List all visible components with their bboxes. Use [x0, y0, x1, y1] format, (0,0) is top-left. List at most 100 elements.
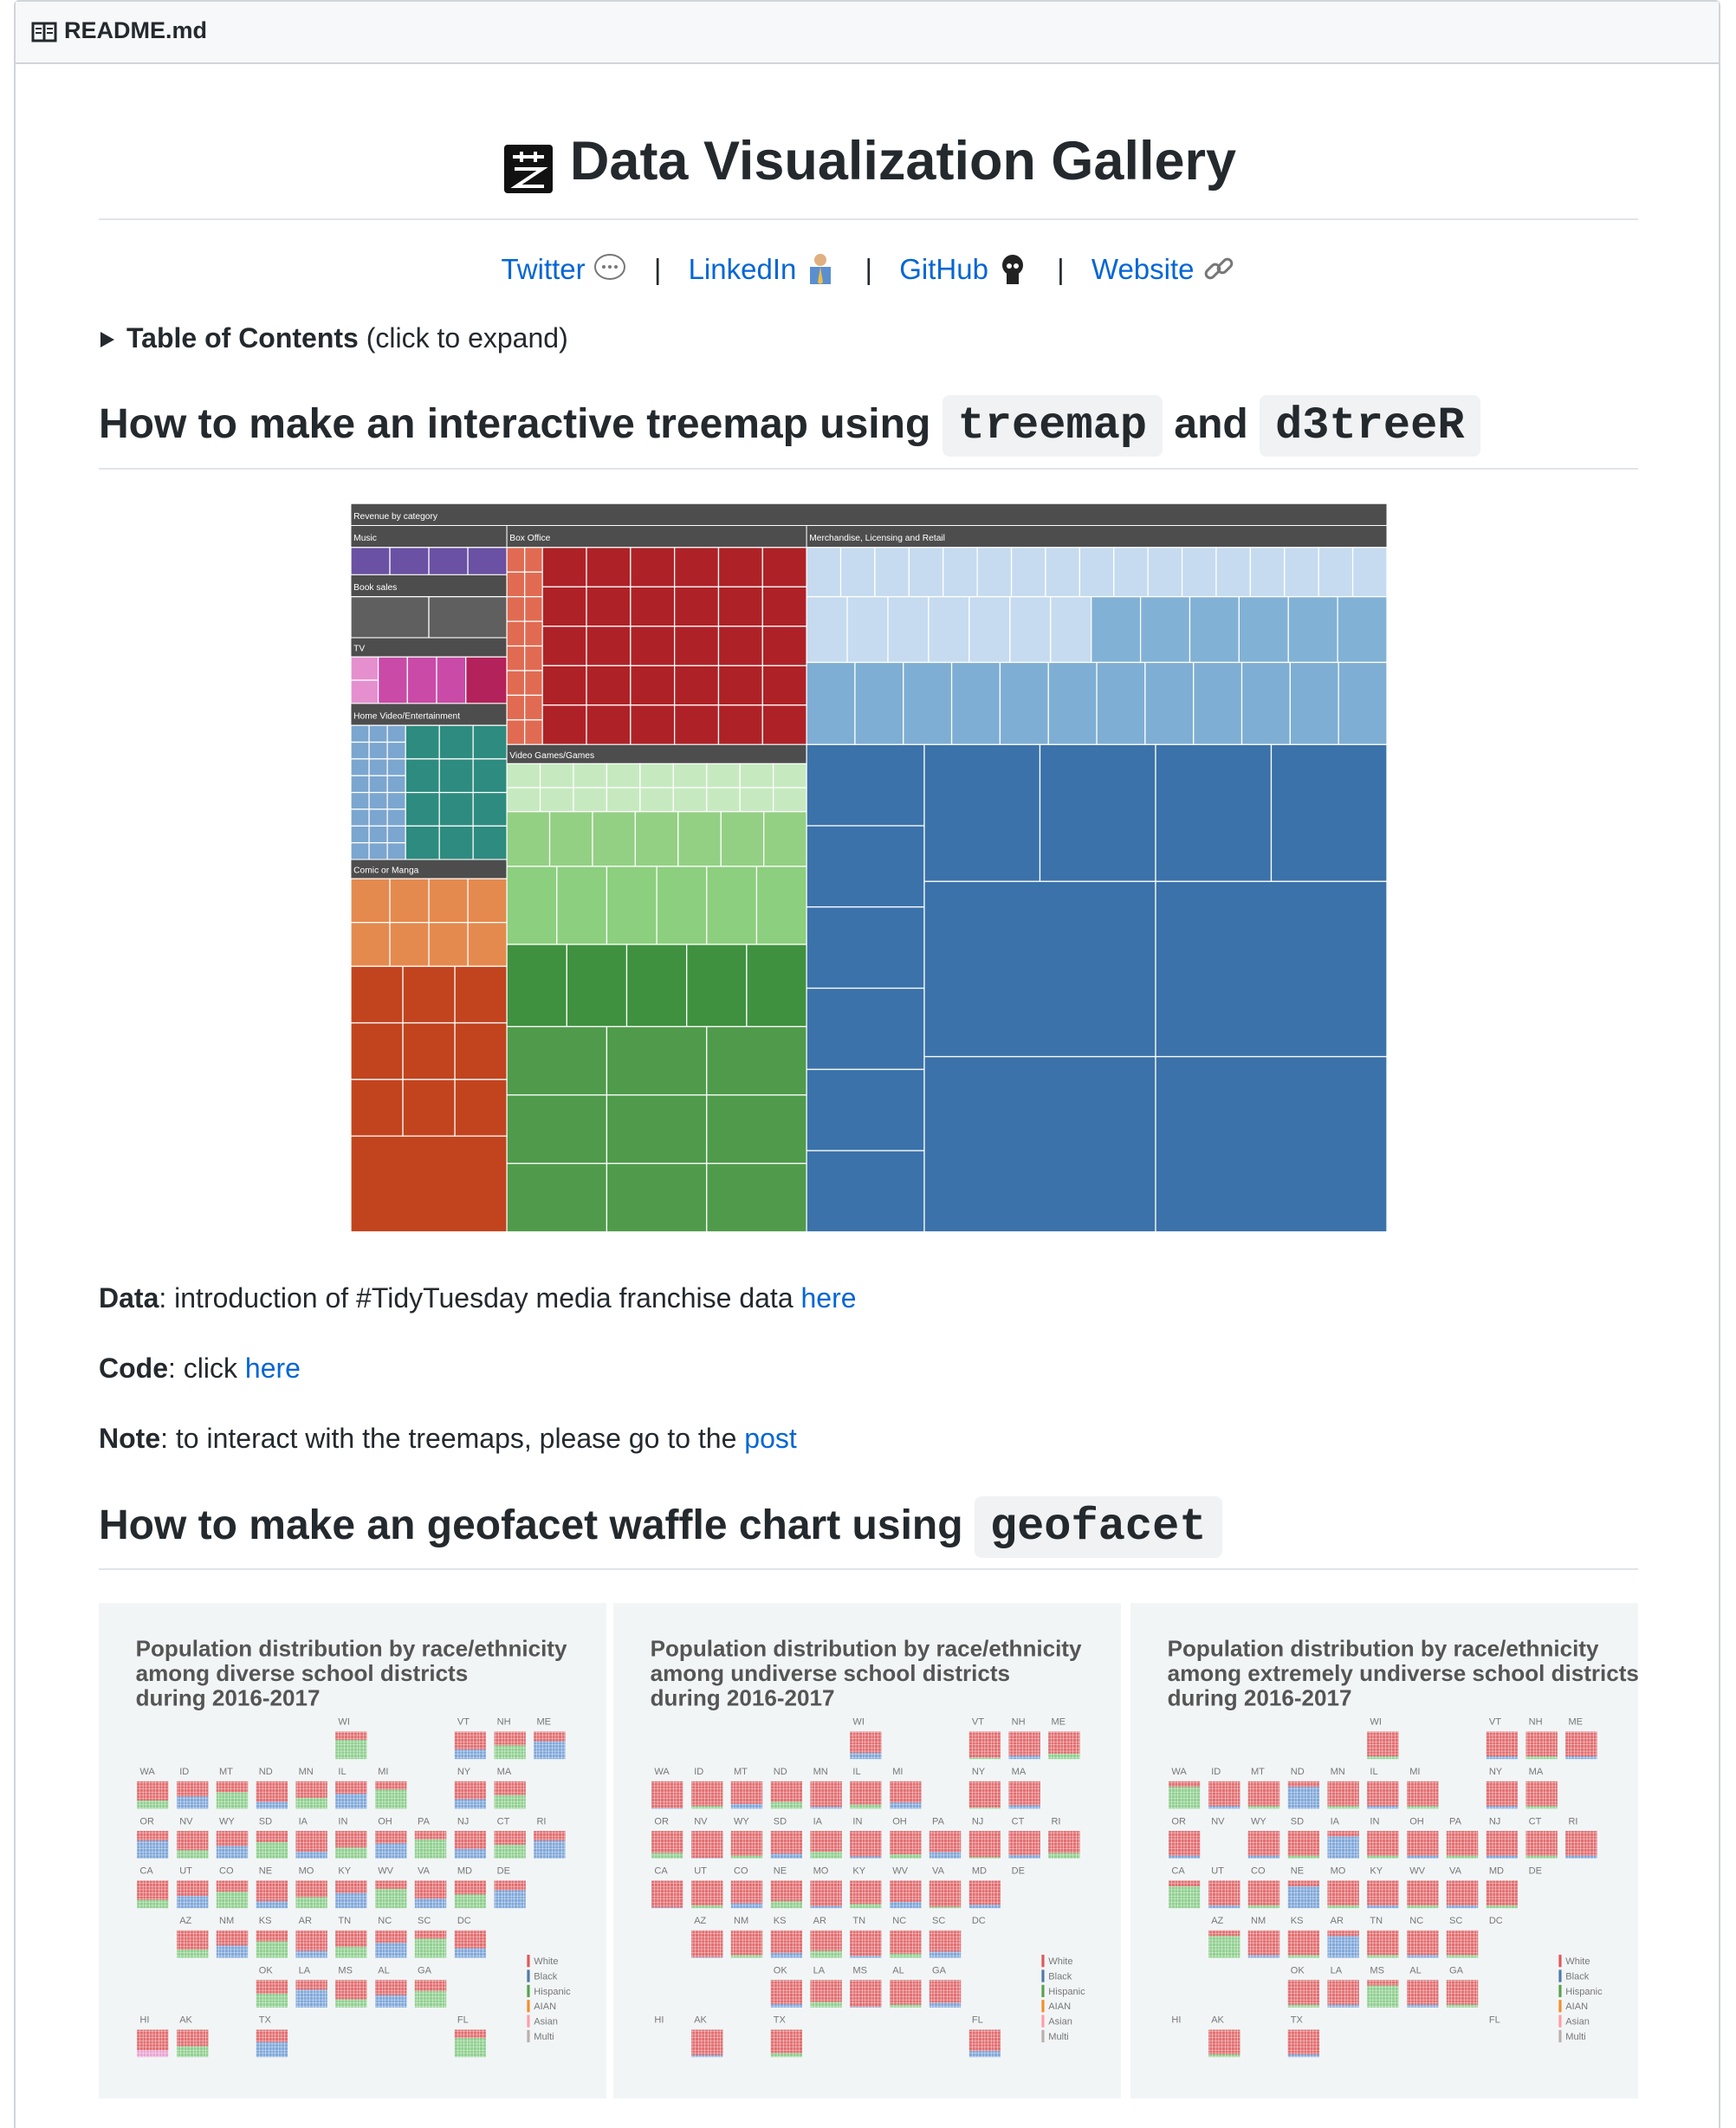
note-link[interactable]: here — [800, 1282, 857, 1314]
treemap-cell — [541, 547, 587, 587]
treemap-cell — [1287, 596, 1338, 664]
state-label: CT — [1012, 1816, 1025, 1826]
treemap-cell — [717, 586, 763, 627]
tile-grid — [375, 1930, 407, 1958]
tile-grid — [454, 2029, 487, 2058]
legend-label: Hispanic — [1048, 1987, 1085, 1997]
panel-title: Population distribution by race/ethnicit… — [136, 1636, 567, 1662]
toc-summary[interactable]: Table of Contents (click to expand) — [99, 322, 568, 354]
treemap-cell — [524, 596, 543, 622]
state-label: GA — [418, 1965, 432, 1976]
tile-grid — [177, 1781, 209, 1809]
tile-grid — [1327, 1880, 1359, 1909]
treemap-cell — [773, 762, 807, 788]
section-heading: How to make an geofacet waffle chart usi… — [99, 1496, 1222, 1558]
github-link[interactable]: GitHub — [899, 253, 988, 285]
state-label: LA — [299, 1965, 311, 1976]
tile-grid — [454, 1731, 487, 1760]
panel-title: among undiverse school districts — [651, 1660, 1010, 1686]
treemap-cell — [1113, 547, 1149, 598]
treemap-cell — [428, 596, 508, 639]
tile-grid — [890, 1831, 922, 1859]
state-label: MA — [1012, 1767, 1027, 1777]
treemap-cell — [720, 811, 765, 867]
state-label: CA — [654, 1866, 668, 1877]
tile-grid — [1525, 1731, 1558, 1760]
treemap-cell — [854, 661, 904, 745]
treemap-cell — [1144, 661, 1195, 745]
state-label: MD — [972, 1866, 987, 1877]
state-label: WV — [892, 1866, 908, 1877]
tile-grid — [770, 2029, 802, 2058]
linkedin-link[interactable]: LinkedIn — [688, 253, 797, 285]
treemap-cell — [351, 679, 379, 704]
treemap-cell — [739, 787, 774, 813]
treemap-cell — [405, 724, 440, 760]
treemap-cell — [368, 825, 388, 844]
treemap-cell — [351, 791, 370, 810]
state-label: NC — [1409, 1916, 1423, 1926]
treemap-cell — [351, 1135, 508, 1232]
state-label: MN — [299, 1767, 314, 1777]
treemap-cell — [566, 944, 628, 1028]
tile-grid — [850, 1831, 882, 1859]
state-label: HI — [654, 2015, 664, 2026]
tile-grid — [1208, 1781, 1240, 1809]
person-icon — [810, 254, 832, 284]
legend-key — [1558, 1969, 1562, 1982]
state-label: MI — [892, 1767, 903, 1777]
state-label: ID — [179, 1767, 189, 1777]
legend-key — [1558, 1984, 1562, 1998]
title-icon — [504, 145, 553, 193]
tile-grid — [137, 2029, 169, 2058]
legend-label: Multi — [534, 2032, 554, 2042]
tile-grid — [494, 1880, 526, 1909]
treemap-cell — [524, 670, 543, 697]
legend-label: AIAN — [1565, 2001, 1588, 2012]
treemap-cell — [887, 596, 930, 664]
tile-grid — [335, 1831, 367, 1859]
state-label: IL — [1370, 1767, 1377, 1777]
panel-title: among diverse school districts — [136, 1660, 469, 1686]
state-label: NY — [1489, 1767, 1503, 1777]
twitter-link[interactable]: Twitter — [501, 253, 586, 285]
legend-key — [1558, 2014, 1562, 2027]
treemap-cell — [351, 724, 370, 743]
treemap-cell — [1240, 661, 1291, 745]
treemap-cell — [639, 787, 674, 813]
state-label: MN — [813, 1767, 828, 1777]
state-label: MO — [299, 1866, 314, 1877]
state-label: NY — [457, 1767, 471, 1777]
treemap-cell — [968, 596, 1011, 664]
state-label: ID — [1211, 1767, 1221, 1777]
treemap-cell — [839, 547, 876, 598]
legend-label: Asian — [534, 2017, 558, 2027]
treemap-cell — [606, 762, 641, 788]
treemap-cell — [846, 596, 889, 664]
treemap-cell — [351, 741, 370, 760]
state-label: WA — [654, 1767, 670, 1777]
separator: | — [1057, 253, 1065, 285]
note-link[interactable]: post — [744, 1423, 797, 1454]
website-link[interactable]: Website — [1091, 253, 1195, 285]
divider — [99, 468, 1638, 470]
treemap-image: Revenue by category Music Book sales TV Home… — [351, 503, 1387, 1232]
treemap-header — [351, 525, 508, 548]
tile-grid — [1247, 1930, 1280, 1958]
state-label: SD — [259, 1816, 272, 1826]
note-link[interactable]: here — [244, 1353, 301, 1384]
treemap-cell — [806, 987, 925, 1070]
tile-grid — [1407, 1781, 1439, 1809]
treemap-cell — [539, 787, 574, 813]
tile-grid — [216, 1781, 249, 1809]
tile-grid — [1287, 2029, 1319, 2058]
treemap-cell — [386, 808, 406, 827]
state-label: RI — [1568, 1816, 1577, 1826]
tile-grid — [295, 1781, 327, 1809]
tile-grid — [1486, 1831, 1519, 1859]
state-label: GA — [932, 1965, 947, 1976]
legend-label: Asian — [1048, 2017, 1072, 2027]
tile-grid — [216, 1930, 249, 1958]
legend-key — [527, 1984, 530, 1998]
state-label: ND — [259, 1767, 273, 1777]
